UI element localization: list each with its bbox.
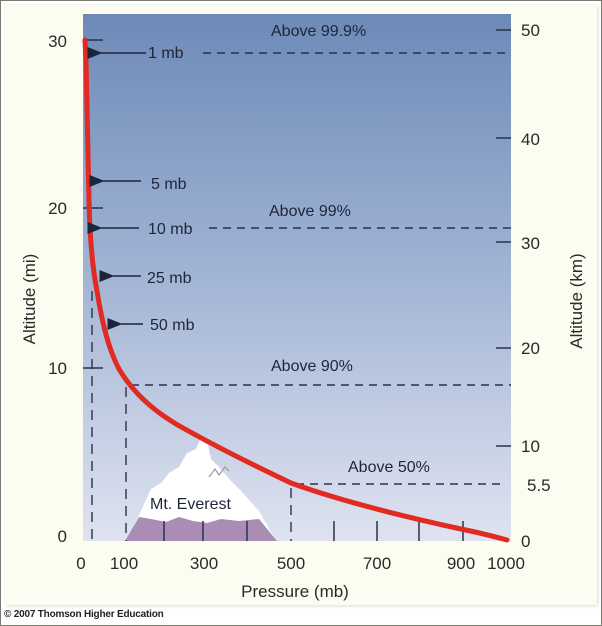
mt-everest-illustration [125, 437, 277, 541]
x-tick-0: 0 [76, 554, 85, 573]
y-right-tick-50: 50 [521, 21, 540, 40]
label-10mb: 10 mb [148, 221, 193, 238]
y-left-axis-title: Altitude (mi) [20, 254, 39, 345]
copyright-credit: © 2007 Thomson Higher Education [4, 609, 164, 620]
y-right-axis-title: Altitude (km) [567, 253, 586, 348]
y-left-tick-0: 0 [58, 527, 67, 546]
mountain-rock [125, 517, 277, 541]
y-left-tick-10: 10 [48, 359, 67, 378]
x-tick-1000: 1000 [487, 554, 525, 573]
x-tick-100: 100 [110, 554, 138, 573]
label-mt-everest: Mt. Everest [150, 496, 231, 513]
y-left-tick-20: 20 [48, 199, 67, 218]
label-above-99: Above 99% [269, 203, 351, 220]
right-axis-ticks [496, 29, 511, 447]
plot-area [83, 14, 511, 541]
y-left-tick-30: 30 [48, 32, 67, 51]
x-tick-700: 700 [363, 554, 391, 573]
y-right-tick-30: 30 [521, 234, 540, 253]
mountain-snow [127, 437, 276, 541]
x-tick-900: 900 [447, 554, 475, 573]
pressure-curve [82, 37, 510, 543]
y-right-tick-5-5: 5.5 [527, 476, 551, 495]
label-above-50: Above 50% [348, 459, 430, 476]
y-right-tick-40: 40 [521, 130, 540, 149]
mountain-ridge-mark [208, 466, 230, 478]
x-tick-500: 500 [277, 554, 305, 573]
label-25mb: 25 mb [147, 270, 192, 287]
label-50mb: 50 mb [150, 317, 195, 334]
label-1mb: 1 mb [148, 45, 184, 62]
y-right-tick-20: 20 [521, 339, 540, 358]
label-5mb: 5 mb [151, 176, 187, 193]
x-axis-title: Pressure (mb) [241, 582, 349, 601]
label-above-90: Above 90% [271, 358, 353, 375]
x-tick-300: 300 [190, 554, 218, 573]
y-right-tick-10: 10 [521, 437, 540, 456]
y-right-tick-0: 0 [521, 532, 530, 551]
label-above-99-9: Above 99.9% [271, 23, 366, 40]
